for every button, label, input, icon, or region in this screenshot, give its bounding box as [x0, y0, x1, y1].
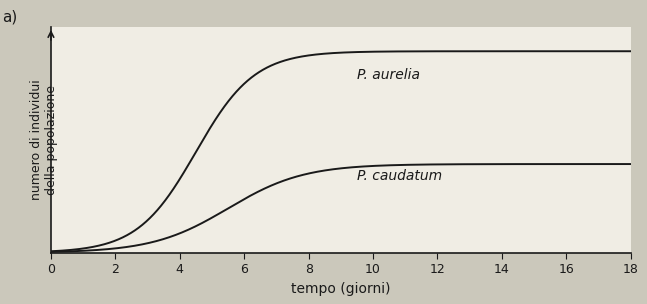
X-axis label: tempo (giorni): tempo (giorni) [291, 282, 391, 296]
Text: P. aurelia: P. aurelia [357, 68, 420, 82]
Y-axis label: numero di individui
della popolazione: numero di individui della popolazione [30, 80, 58, 200]
Text: P. caudatum: P. caudatum [357, 169, 442, 183]
Text: a): a) [2, 9, 17, 24]
